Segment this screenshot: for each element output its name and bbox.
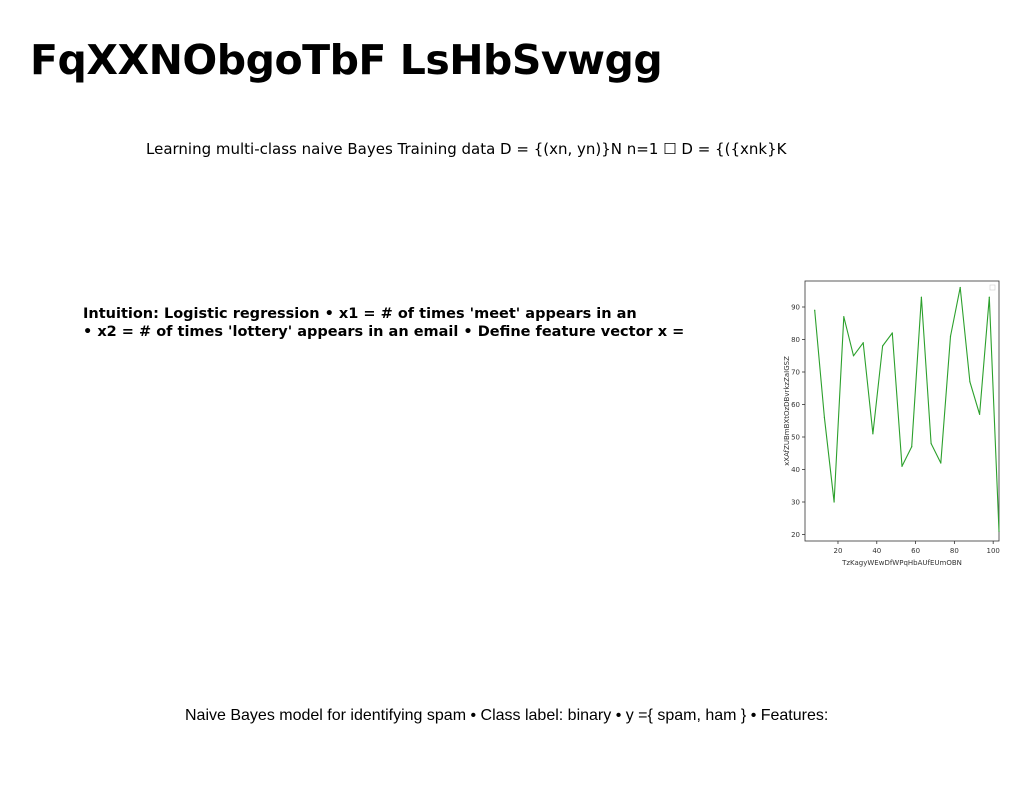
data-point: [862, 342, 864, 344]
y-tick-label: 60: [791, 401, 800, 409]
y-tick-label: 90: [791, 304, 800, 312]
x-axis-label: TzKagyWEwDfWPqHbAUfEUmOBN: [841, 559, 962, 567]
data-point: [872, 433, 874, 435]
data-point: [843, 316, 845, 318]
data-point: [920, 296, 922, 298]
x-axis-ticks: 20 40 60 80 100: [834, 541, 1000, 555]
data-point: [882, 345, 884, 347]
y-tick-label: 20: [791, 531, 800, 539]
data-point: [852, 355, 855, 357]
data-point: [823, 416, 825, 419]
x-tick-label: 60: [911, 547, 920, 555]
data-point: [998, 530, 1000, 532]
legend-box: [989, 284, 996, 291]
line-chart: 20 40 60 80 100 20 30 40 50 60 70 80 90 TzKagyWEwDf…: [780, 276, 1010, 576]
data-point: [814, 309, 816, 311]
data-point: [959, 286, 961, 289]
x-tick-label: 100: [986, 547, 999, 555]
chart-points: [814, 286, 1000, 532]
data-point: [930, 442, 932, 445]
data-point: [979, 413, 981, 415]
y-tick-label: 40: [791, 466, 800, 474]
series-line: [814, 286, 1000, 532]
data-point: [940, 462, 942, 464]
slide-footer-text: Naive Bayes model for identifying spam •…: [185, 707, 829, 724]
data-point: [949, 335, 952, 337]
data-point: [833, 501, 835, 503]
data-point: [901, 465, 903, 467]
plot-area-border: [804, 280, 1000, 542]
data-point: [911, 446, 913, 448]
intuition-line-2: • x2 = # of times 'lottery' appears in a…: [83, 324, 685, 340]
x-tick-label: 40: [872, 547, 881, 555]
slide-title: FqXXNObgoTbF LsHbSvwgg: [30, 36, 663, 84]
x-tick-label: 20: [834, 547, 843, 555]
data-point: [988, 296, 990, 298]
data-point: [891, 332, 893, 334]
y-axis-label: xXAfZUBmBXtOzDBvrkzZaIGSZ: [783, 356, 791, 466]
y-axis-ticks: 20 30 40 50 60 70 80 90: [791, 304, 805, 539]
y-tick-label: 70: [791, 369, 800, 377]
data-point: [969, 381, 971, 383]
y-tick-label: 80: [791, 336, 800, 344]
slide-subtitle: Learning multi-class naive Bayes Trainin…: [146, 140, 787, 158]
y-tick-label: 50: [791, 434, 800, 442]
chart-frame: [804, 280, 1000, 542]
x-tick-label: 80: [950, 547, 959, 555]
chart-series: [814, 286, 1000, 532]
line-chart-svg: 20 40 60 80 100 20 30 40 50 60 70 80 90 TzKagyWEwDf…: [783, 280, 1000, 567]
y-tick-label: 30: [791, 499, 800, 507]
intuition-line-1: Intuition: Logistic regression • x1 = # …: [83, 306, 637, 322]
intuition-text-block: Intuition: Logistic regression • x1 = # …: [83, 305, 684, 341]
